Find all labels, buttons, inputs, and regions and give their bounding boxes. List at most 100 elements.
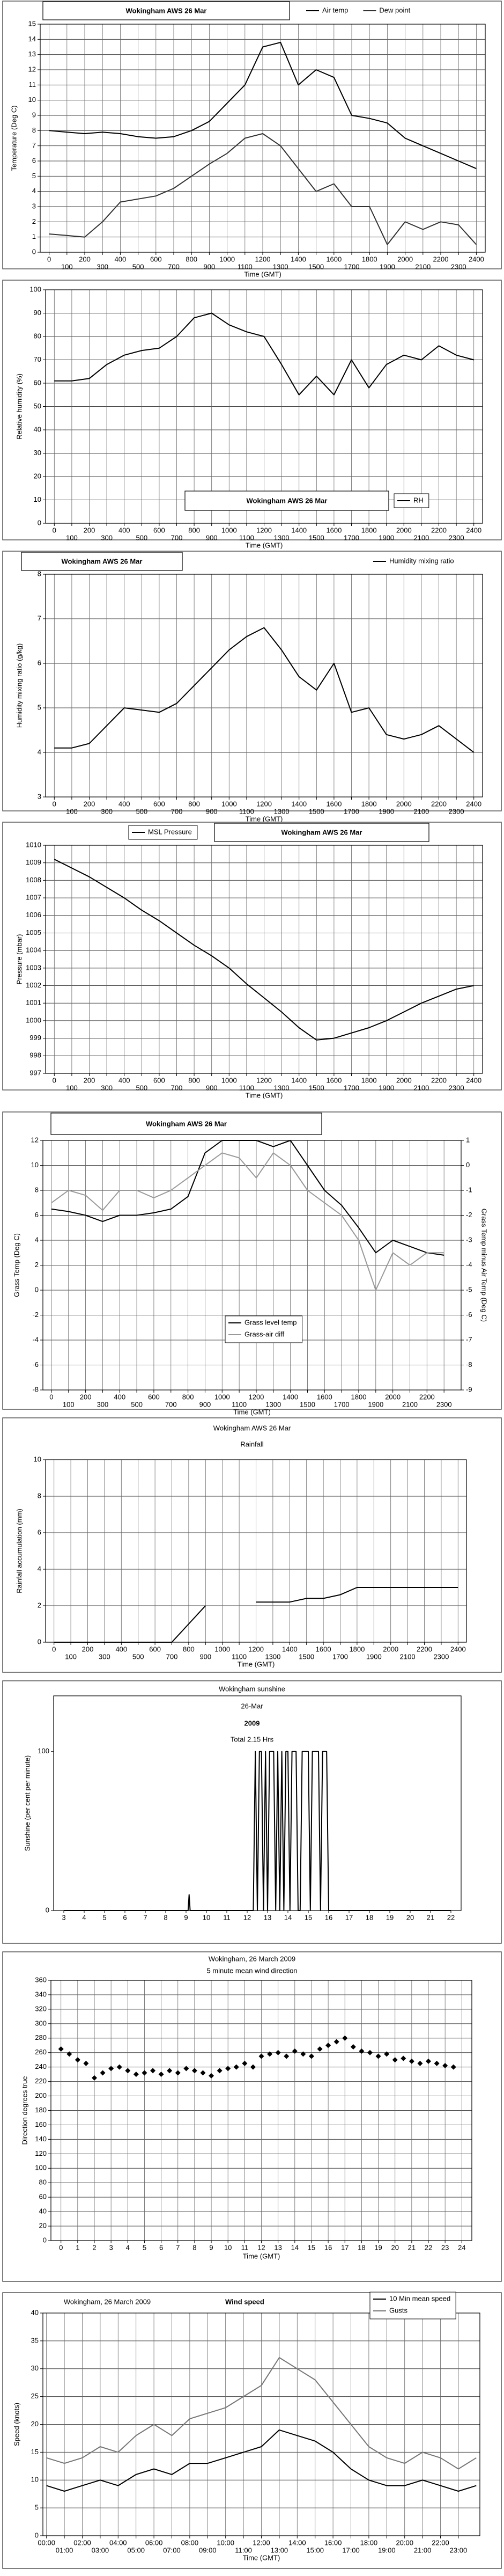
x-tick-label: 900 [206,807,218,815]
x-tick-label: 600 [150,255,162,263]
data-point [417,2060,423,2066]
y-tick-label: 60 [34,378,41,386]
y-tick-label: -8 [32,1385,39,1393]
x-tick-label: 1100 [239,807,254,815]
data-point [142,2070,147,2076]
chart-panel: -8-6-4-2024681012-9-8-7-6-5-4-3-2-101010… [2,1111,502,1416]
x-tick-label: 700 [166,1652,178,1660]
y-tick-label: 10 [31,1161,39,1169]
panel-border [2,1680,502,1944]
x-tick-label: 1300 [274,807,290,815]
x-tick-label: 21:00 [414,2546,432,2554]
y2-tick-label: -3 [466,1235,472,1243]
legend: Humidity mixing ratio [373,557,454,565]
y-tick-label: 7 [32,141,36,149]
x-tick-label: 00:00 [38,2538,55,2546]
x-tick-label: 1600 [316,1645,331,1653]
x-tick-label: 1200 [256,1076,272,1084]
chart-title: Wokingham, 26 March 2009 [209,1955,295,1963]
y-tick-label: 1003 [26,963,41,971]
x-tick-label: 1500 [309,533,324,541]
y-tick-label: 1008 [26,876,41,884]
data-point [275,2050,281,2055]
data-point [426,2058,432,2064]
panel-border [2,822,502,1091]
y-tick-label: 40 [31,2308,39,2316]
y-tick-label: 8 [35,1185,39,1194]
x-tick-label: 700 [168,262,180,270]
x-tick-label: 300 [99,1652,110,1660]
x-tick-label: 400 [115,1645,127,1653]
x-tick-label: 200 [84,1076,95,1084]
y-tick-label: -2 [32,1311,39,1319]
x-axis-label: Time (GMT) [233,1408,271,1416]
y-tick-label: 4 [38,1564,41,1572]
x-tick-label: 18 [366,1913,373,1921]
data-point [333,2039,339,2045]
x-tick-label: 2300 [449,533,464,541]
y-tick-label: 80 [39,2178,47,2186]
y-tick-label: 20 [34,472,41,480]
x-tick-label: 600 [153,526,165,534]
data-point [150,2068,156,2074]
x-tick-label: 01:00 [56,2546,73,2554]
x-tick-label: 2 [92,2243,96,2251]
x-tick-label: 05:00 [127,2546,145,2554]
y-tick-label: 15 [31,2448,39,2456]
x-tick-label: 2200 [431,800,447,808]
x-tick-label: 1000 [221,800,237,808]
x-tick-label: 16 [325,1913,332,1921]
y-tick-label: 1001 [26,999,41,1007]
y-tick-label: 997 [29,1069,41,1077]
x-tick-label: 4 [126,2243,130,2251]
x-tick-label: 2100 [413,1084,429,1092]
x-tick-label: 1700 [332,1652,348,1660]
x-tick-label: 900 [206,1084,218,1092]
x-tick-label: 3 [62,1913,65,1921]
plot-frame [40,24,486,253]
x-tick-label: 1 [76,2243,79,2251]
y-tick-label: 9 [32,111,36,119]
data-point [158,2072,164,2077]
x-tick-label: 100 [65,1652,77,1660]
y-tick-label: 360 [35,1975,47,1984]
chart-panel: 3 4 5 6 7 8 0 100 200 300 400 500 600 700 800 900100011… [2,551,502,823]
x-tick-label: 2200 [417,1645,432,1653]
x-tick-label: 0 [53,526,56,534]
data-point [350,2044,356,2050]
x-tick-label: 700 [171,533,183,541]
plot-frame [45,289,483,524]
x-tick-label: 1400 [291,1076,307,1084]
x-tick-label: 300 [101,533,113,541]
x-tick-label: 700 [165,1400,177,1408]
x-tick-label: 2100 [413,533,429,541]
y2-tick-label: -1 [466,1185,472,1194]
y-tick-label: 5 [38,703,41,711]
x-tick-label: 600 [149,1645,161,1653]
data-line [64,1751,451,1911]
legend-label: Air temp [322,6,348,14]
data-point [83,2060,89,2066]
x-tick-label: 400 [118,1076,130,1084]
annotation: Total 2.15 Hrs [231,1735,274,1743]
panel-border [2,551,502,811]
panel-border [2,2292,502,2569]
x-tick-label: 1100 [239,1084,254,1092]
data-point [342,2035,348,2041]
data-line [54,1587,458,1643]
title-box [184,491,389,511]
y-tick-label: 20 [39,2221,47,2229]
x-tick-label: 1100 [232,1652,247,1660]
y-tick-label: 0 [38,518,41,526]
y-tick-label: 50 [34,402,41,410]
chart-title: Wokingham AWS 26 Mar [213,1424,291,1432]
x-tick-label: 1600 [326,526,342,534]
y-tick-label: 2 [35,1261,39,1269]
data-point [200,2070,206,2076]
y-tick-label: 90 [34,309,41,317]
x-tick-label: 0 [47,255,51,263]
x-tick-label: 1700 [344,262,360,270]
y-tick-label: 280 [35,2033,47,2041]
x-tick-label: 2300 [451,262,466,270]
